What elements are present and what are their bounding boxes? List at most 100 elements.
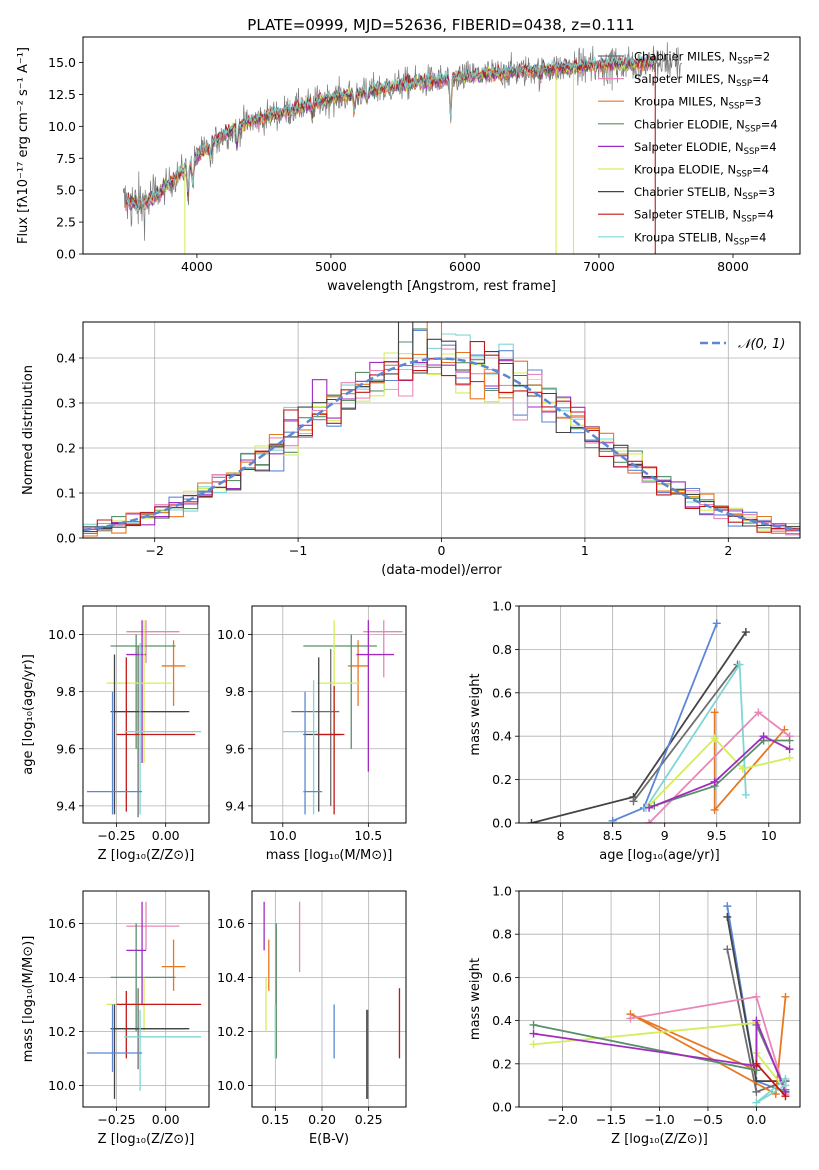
legend-name: Kroupa MILES bbox=[634, 95, 713, 109]
y-tick-label: 0.8 bbox=[492, 642, 512, 657]
weight-marker bbox=[626, 1014, 635, 1023]
residuals-legend: 𝒩(0, 1) bbox=[700, 337, 785, 352]
legend-label: Salpeter MILES, NSSP=4 bbox=[634, 72, 769, 89]
x-axis-label: age [log₁₀(age/yr)] bbox=[599, 848, 720, 863]
errorbar-point bbox=[363, 620, 403, 678]
x-tick-label: −1 bbox=[289, 543, 307, 558]
y-tick-label: 2.5 bbox=[56, 215, 76, 230]
errorbar-point bbox=[110, 923, 176, 1032]
legend-n: , N bbox=[720, 72, 736, 86]
x-tick-label: 8 bbox=[557, 828, 565, 843]
weight-marker bbox=[710, 777, 719, 786]
y-tick-label: 0.3 bbox=[56, 396, 76, 411]
x-tick-label: 0.00 bbox=[152, 828, 180, 843]
normal-curve bbox=[83, 357, 800, 532]
weight-series-line bbox=[654, 739, 790, 807]
plot-area-residuals bbox=[83, 322, 800, 538]
weight-marker bbox=[723, 902, 732, 911]
legend-nssp: 4 bbox=[770, 117, 777, 131]
legend-label: Salpeter ELODIE, NSSP=4 bbox=[634, 140, 777, 157]
legend-n: , N bbox=[728, 140, 744, 154]
errorbar-point bbox=[291, 648, 340, 806]
histogram-step bbox=[83, 341, 800, 533]
weight-marker bbox=[781, 1081, 790, 1090]
y-tick-label: 0.4 bbox=[492, 1013, 512, 1028]
weight-marker bbox=[735, 660, 744, 669]
axes-frame bbox=[518, 605, 801, 824]
x-axis-label: mass [log₁₀(M/M⊙)] bbox=[266, 848, 393, 863]
legend-name: Kroupa STELIB bbox=[634, 230, 718, 244]
plot-area-mass-vs-ebv bbox=[252, 891, 406, 1107]
spectrum-legend: Chabrier MILES, NSSP=2 Salpeter MILES, NS… bbox=[598, 50, 778, 247]
x-tick-label: 0 bbox=[438, 543, 446, 558]
errorbar-point bbox=[161, 939, 186, 991]
legend-eq: = bbox=[753, 50, 763, 64]
weight-marker bbox=[710, 708, 719, 717]
y-tick-label: 12.5 bbox=[48, 87, 76, 102]
legend-sub: SSP bbox=[744, 147, 760, 157]
y-axis-label: age [log₁₀(age/yr)] bbox=[21, 654, 36, 775]
x-tick-label: 0.0 bbox=[746, 1112, 766, 1127]
y-tick-label: 5.0 bbox=[56, 183, 76, 198]
legend-sub: SSP bbox=[742, 192, 758, 202]
spectrum-model-line bbox=[125, 57, 656, 212]
y-tick-label: 10.0 bbox=[217, 1078, 245, 1093]
legend-eq: = bbox=[760, 140, 770, 154]
legend-nssp: 4 bbox=[762, 72, 769, 86]
axes-frame bbox=[82, 605, 210, 824]
errorbar-point bbox=[303, 691, 323, 815]
x-tick-label: 2 bbox=[724, 543, 732, 558]
errorbar-point bbox=[124, 643, 202, 815]
x-tick-label: −1.0 bbox=[644, 1112, 674, 1127]
y-tick-label: 0.4 bbox=[492, 729, 512, 744]
panel-residuals: −2 −1 0 1 2 0.0 0.1 0.2 0.3 0.4 (data-model)/error… bbox=[21, 321, 801, 578]
errorbar-point bbox=[303, 634, 377, 749]
errorbar-point bbox=[126, 620, 146, 764]
y-tick-label: 9.8 bbox=[56, 684, 76, 699]
y-tick-label: 10.4 bbox=[48, 970, 76, 985]
y-tick-label: 0.2 bbox=[492, 772, 512, 787]
x-tick-label: 10.5 bbox=[354, 828, 382, 843]
y-tick-label: 10.0 bbox=[217, 627, 245, 642]
x-tick-label: −2.0 bbox=[547, 1112, 577, 1127]
x-tick-label: 5000 bbox=[315, 259, 347, 274]
y-tick-label: 10.2 bbox=[217, 1024, 245, 1039]
y-tick-label: 1.0 bbox=[492, 599, 512, 614]
y-tick-label: 10.0 bbox=[48, 1078, 76, 1093]
legend-nssp: 4 bbox=[759, 230, 766, 244]
panel-weight-vs-age: 8 8.5 9 9.5 10 0.0 0.2 0.4 0.6 0.8 1.0 age [log₁₀(a… bbox=[468, 599, 801, 863]
legend-sub: SSP bbox=[741, 215, 757, 225]
plot-area-weight-vs-age bbox=[519, 606, 800, 823]
weight-series-line bbox=[648, 735, 791, 809]
spectrum-data-line bbox=[122, 42, 683, 241]
x-tick-label: 8.5 bbox=[603, 828, 623, 843]
weight-marker bbox=[723, 945, 732, 954]
y-tick-label: 10.0 bbox=[48, 627, 76, 642]
x-tick-label: 10 bbox=[761, 828, 777, 843]
legend-nssp: 3 bbox=[768, 185, 775, 199]
weight-marker bbox=[645, 819, 654, 823]
plot-area-spectrum bbox=[122, 42, 683, 254]
legend-sub: SSP bbox=[736, 170, 752, 180]
legend-eq: = bbox=[761, 117, 771, 131]
y-tick-label: 0.6 bbox=[492, 685, 512, 700]
y-tick-label: 0.0 bbox=[56, 531, 76, 546]
errorbar-point bbox=[86, 1004, 143, 1072]
legend-nssp: 4 bbox=[769, 140, 776, 154]
errorbar-point bbox=[124, 1009, 202, 1091]
weight-marker bbox=[785, 745, 794, 754]
x-axis-label: E(B-V) bbox=[309, 1132, 349, 1147]
x-tick-label: −0.25 bbox=[97, 1112, 135, 1127]
legend-label: Chabrier MILES, NSSP=2 bbox=[634, 50, 770, 67]
errorbar-point bbox=[110, 654, 190, 815]
y-tick-label: 0.4 bbox=[56, 351, 76, 366]
weight-marker bbox=[645, 803, 654, 812]
weight-marker bbox=[608, 816, 617, 823]
x-tick-label: 10.0 bbox=[269, 828, 297, 843]
panel-mass-vs-ebv: 0.15 0.20 0.25 10.0 10.2 10.4 10.6 E(B-V) bbox=[217, 890, 407, 1147]
x-axis-label: Z [log₁₀(Z/Z⊙)] bbox=[98, 1132, 195, 1147]
plot-area-age-vs-mass bbox=[252, 606, 406, 823]
y-axis-label: Flux [fλ10⁻¹⁷ erg cm⁻² s⁻¹ A⁻¹] bbox=[16, 47, 31, 244]
x-tick-label: −0.25 bbox=[97, 828, 135, 843]
errorbar-point bbox=[110, 634, 176, 749]
